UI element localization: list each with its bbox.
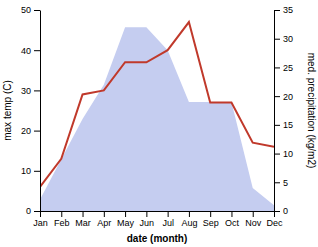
tick-mark [253, 211, 254, 217]
tick-mark [34, 171, 40, 172]
tick-label: 10 [283, 149, 293, 159]
tick-mark [83, 211, 84, 217]
y2-axis: 0 5 10 15 20 25 30 35 [274, 5, 293, 216]
tick-mark [34, 90, 40, 91]
tick-mark [34, 211, 40, 212]
tick-mark [104, 211, 105, 217]
tick-label: 15 [283, 120, 293, 130]
tick-mark [40, 211, 41, 217]
chart: JanFebMarAprMayJunJulAugSepOctNovDec0102… [0, 0, 318, 247]
tick: 50 [21, 5, 40, 15]
tick-mark [274, 10, 280, 11]
tick-label: Mar [75, 218, 91, 228]
tick: Feb [54, 211, 70, 228]
tick-label: 20 [283, 92, 293, 102]
y2-axis-title: med. precipitation (kg/m2) [306, 53, 317, 169]
tick-mark [231, 211, 232, 217]
tick: Dec [266, 211, 283, 228]
tick: Nov [245, 211, 262, 228]
x-axis-title: date (month) [127, 233, 188, 244]
tick-label: 40 [21, 46, 31, 56]
tick: 40 [21, 46, 40, 56]
tick-mark [274, 182, 280, 183]
axis-line [40, 11, 41, 212]
tick: 0 [274, 206, 288, 216]
tick: Jul [162, 211, 174, 228]
tick: 35 [274, 5, 293, 15]
tick-mark [210, 211, 211, 217]
tick: 10 [21, 166, 40, 176]
tick-label: Feb [54, 218, 70, 228]
tick-mark [274, 39, 280, 40]
tick: 25 [274, 63, 293, 73]
tick-mark [274, 154, 280, 155]
tick: 30 [21, 86, 40, 96]
tick-label: Jun [140, 218, 155, 228]
y-axis-title: max temp (C) [2, 80, 13, 141]
tick-label: Sep [203, 218, 219, 228]
tick: Jun [140, 211, 155, 228]
tick: Apr [97, 211, 111, 228]
tick-label: 30 [283, 34, 293, 44]
y-axis: 0 10 20 30 40 50 [21, 5, 41, 216]
plot-area [40, 22, 274, 211]
axis-line [274, 11, 275, 212]
tick-mark [34, 50, 40, 51]
tick-mark [146, 211, 147, 217]
line [40, 22, 274, 187]
tick-mark [61, 211, 62, 217]
axis-line [41, 211, 275, 212]
tick-label: 0 [283, 206, 288, 216]
tick: 5 [274, 178, 288, 188]
tick-mark [189, 211, 190, 217]
tick: May [117, 211, 135, 228]
tick-label: 25 [283, 63, 293, 73]
tick: 0 [26, 206, 40, 216]
tick-mark [168, 211, 169, 217]
tick-label: 0 [26, 206, 31, 216]
tick-label: May [117, 218, 135, 228]
tick-label: 50 [21, 5, 31, 15]
tick-mark [274, 96, 280, 97]
tick: Jan [33, 211, 48, 228]
tick: 20 [274, 92, 293, 102]
tick-label: 35 [283, 5, 293, 15]
tick-label: Aug [181, 218, 197, 228]
tick-mark [125, 211, 126, 217]
tick-label: Apr [97, 218, 111, 228]
tick-mark [274, 67, 280, 68]
tick-label: 20 [21, 126, 31, 136]
tick-label: 30 [21, 86, 31, 96]
tick-label: 5 [283, 178, 288, 188]
tick: Aug [181, 211, 197, 228]
tick-label: Dec [266, 218, 283, 228]
tick-mark [274, 125, 280, 126]
tick-label: Jul [162, 218, 174, 228]
tick: Oct [225, 211, 240, 228]
tick: Mar [75, 211, 91, 228]
tick-label: Nov [245, 218, 262, 228]
tick: 10 [274, 149, 293, 159]
tick-mark [274, 211, 280, 212]
tick: 30 [274, 34, 293, 44]
tick: 15 [274, 120, 293, 130]
tick-mark [34, 131, 40, 132]
tick-label: Jan [33, 218, 48, 228]
x-axis: Jan Feb Mar Apr May Jun Jul Aug Sep Oct Nov Dec [33, 211, 283, 228]
tick-mark [34, 10, 40, 11]
tick: 20 [21, 126, 40, 136]
tick: Sep [203, 211, 219, 228]
tick-label: 10 [21, 166, 31, 176]
tick-label: Oct [225, 218, 240, 228]
